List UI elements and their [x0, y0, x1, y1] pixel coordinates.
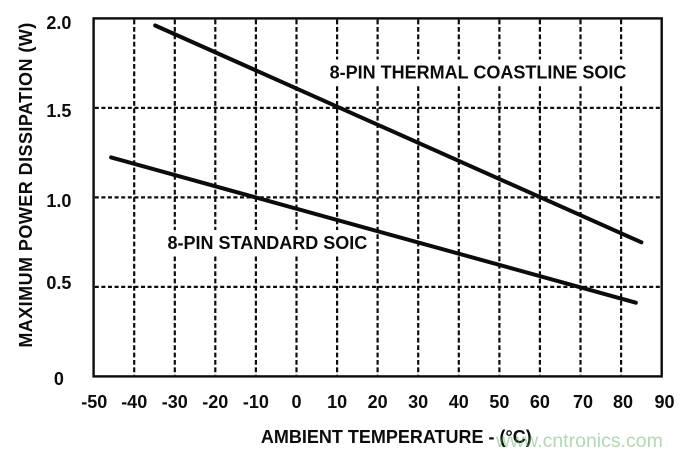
- svg-text:-20: -20: [202, 392, 228, 412]
- svg-text:-30: -30: [162, 392, 188, 412]
- svg-text:0: 0: [291, 392, 301, 412]
- svg-text:-40: -40: [121, 392, 147, 412]
- svg-text:MAXIMUM POWER DISSIPATION (W): MAXIMUM POWER DISSIPATION (W): [16, 22, 36, 347]
- svg-text:60: 60: [530, 392, 550, 412]
- svg-text:40: 40: [449, 392, 469, 412]
- svg-text:-50: -50: [81, 392, 107, 412]
- svg-text:AMBIENT TEMPERATURE - (°C): AMBIENT TEMPERATURE - (°C): [261, 427, 532, 447]
- svg-text:-10: -10: [243, 392, 269, 412]
- svg-text:50: 50: [489, 392, 509, 412]
- svg-text:2.0: 2.0: [46, 13, 71, 33]
- svg-text:8-PIN THERMAL COASTLINE SOIC: 8-PIN THERMAL COASTLINE SOIC: [330, 63, 627, 83]
- svg-text:0.5: 0.5: [46, 273, 71, 293]
- svg-text:20: 20: [368, 392, 388, 412]
- svg-text:10: 10: [327, 392, 347, 412]
- svg-text:30: 30: [408, 392, 428, 412]
- svg-text:8-PIN STANDARD SOIC: 8-PIN STANDARD SOIC: [168, 233, 368, 253]
- svg-text:1.5: 1.5: [46, 101, 71, 121]
- svg-text:1.0: 1.0: [46, 191, 71, 211]
- svg-text:70: 70: [573, 392, 593, 412]
- svg-text:90: 90: [654, 392, 674, 412]
- svg-text:80: 80: [613, 392, 633, 412]
- svg-text:www.cntronics.com: www.cntronics.com: [495, 430, 663, 452]
- svg-text:0: 0: [54, 369, 64, 389]
